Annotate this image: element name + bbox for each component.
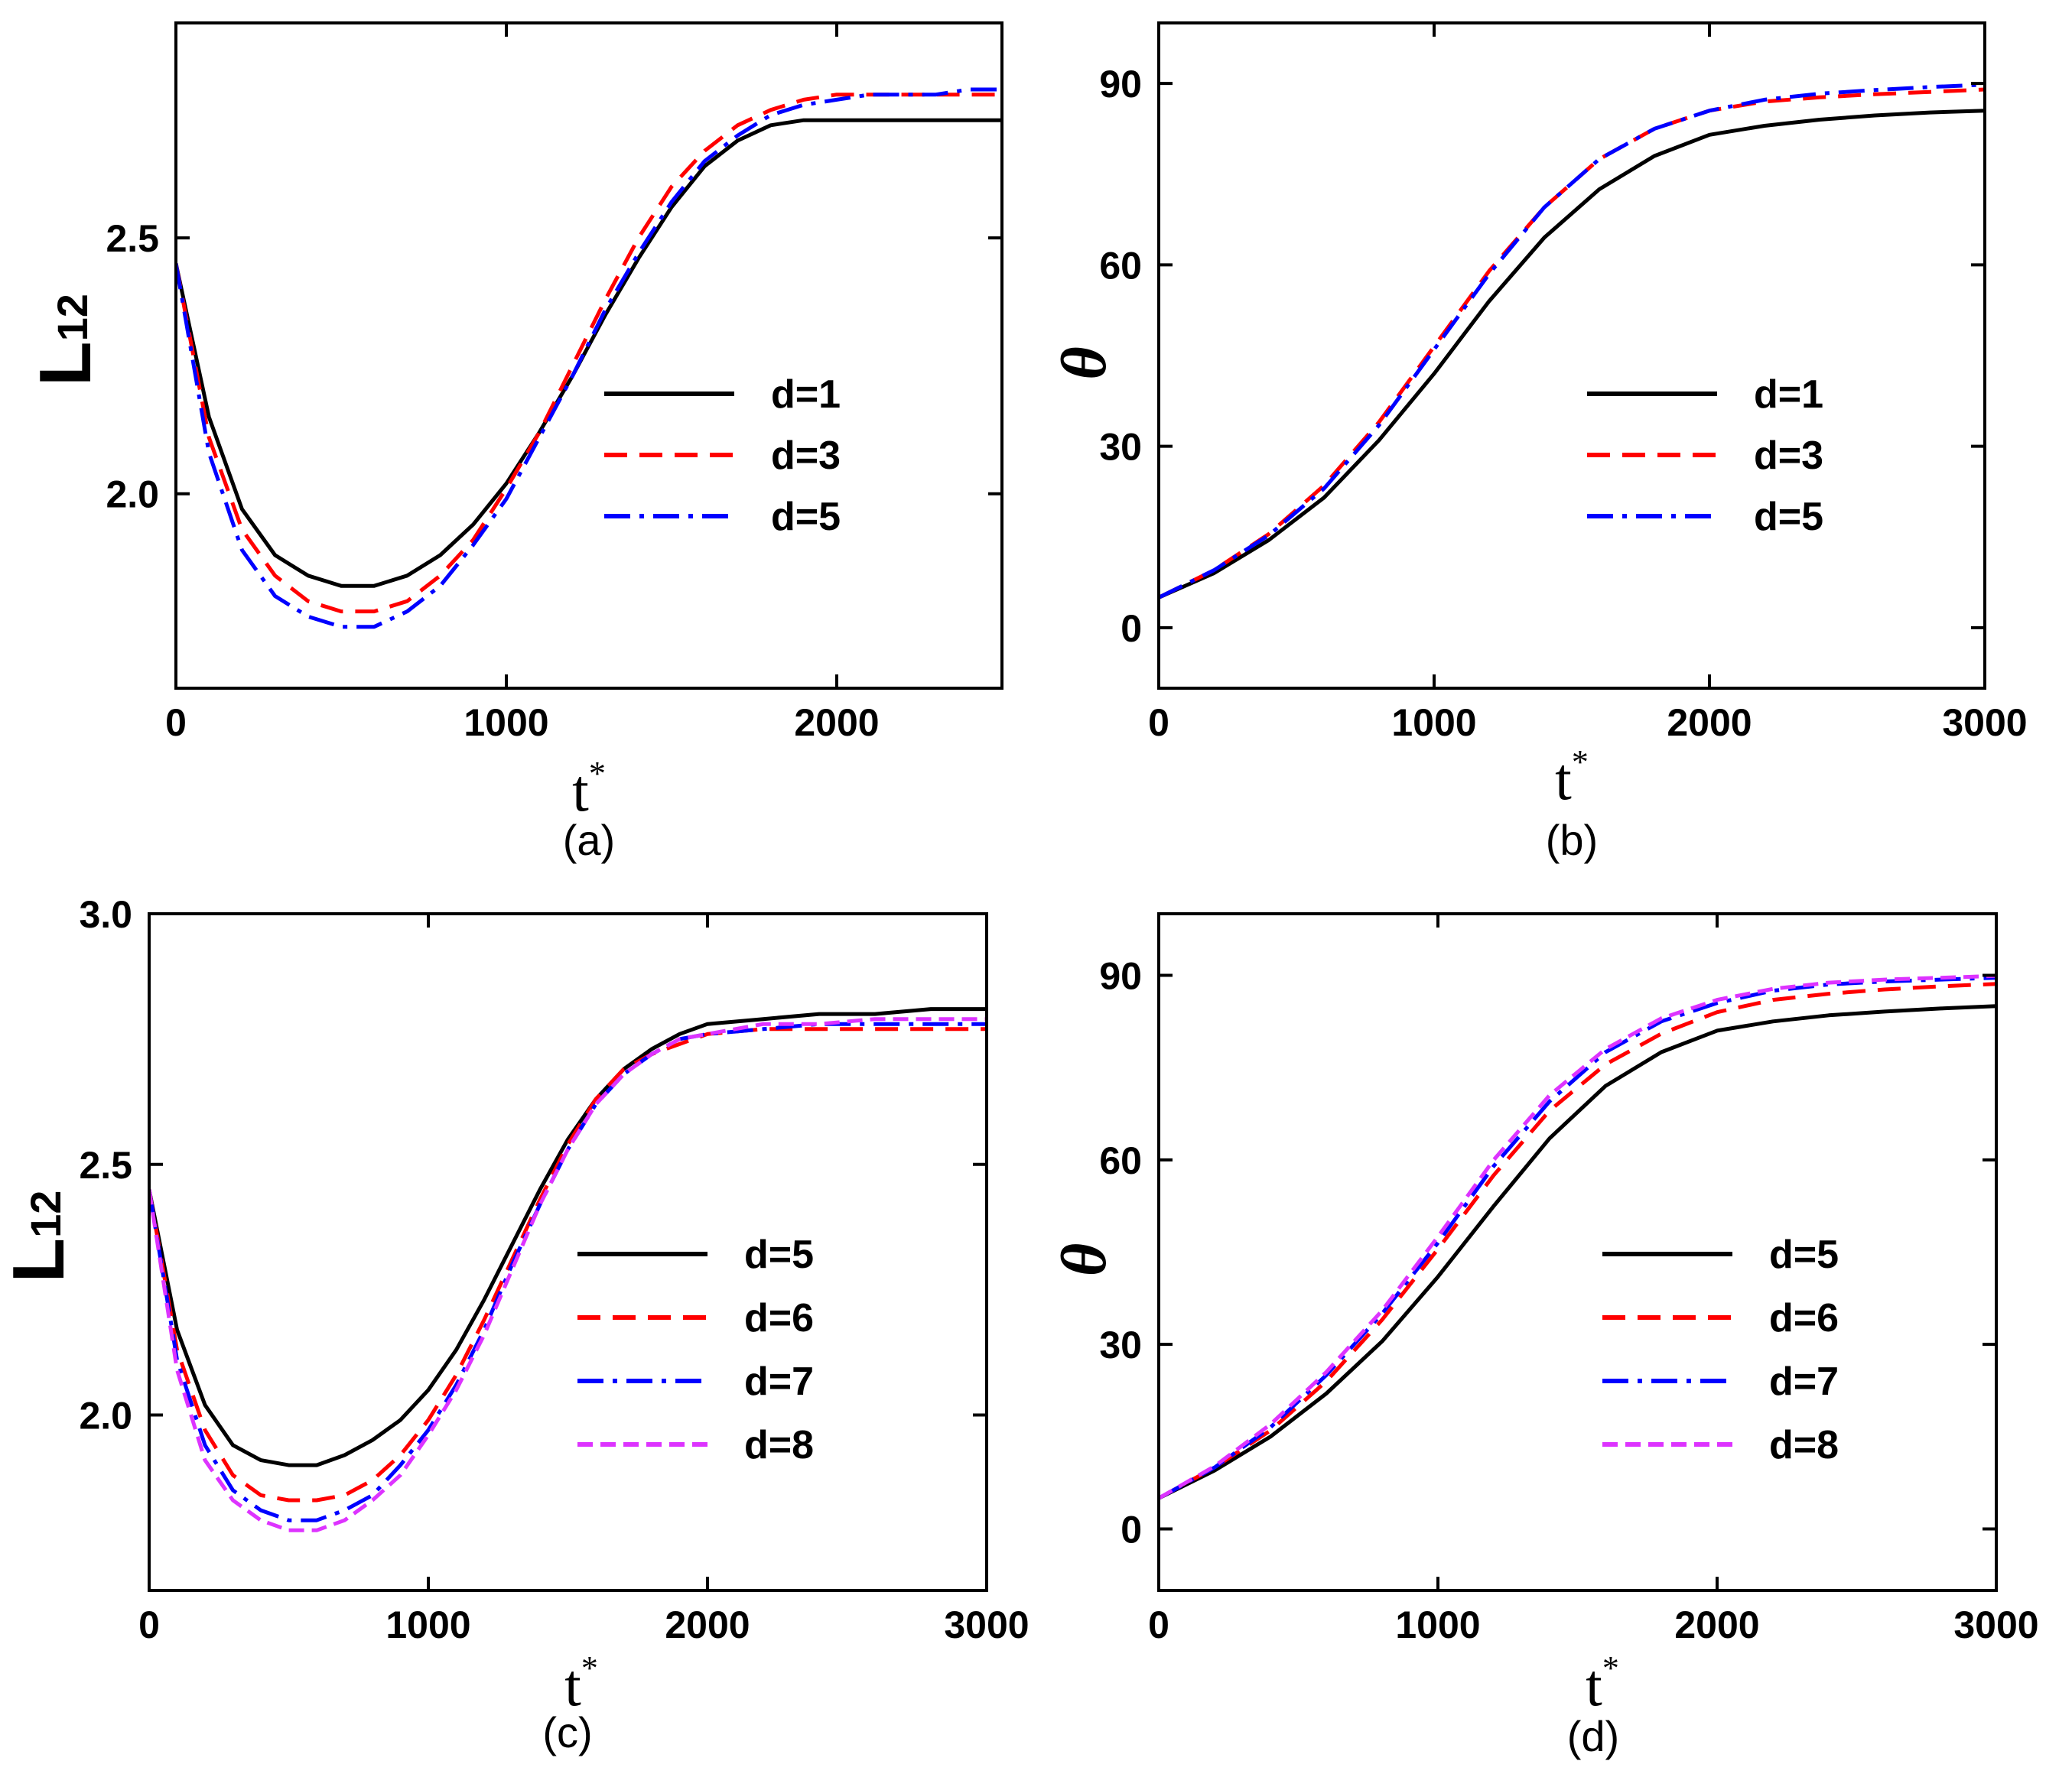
x-axis-label-sup: * <box>589 755 606 792</box>
series-line-d6 <box>1159 982 1996 1500</box>
x-tick-label: 2000 <box>665 1603 750 1646</box>
x-axis-label: t* <box>564 1649 598 1718</box>
legend-label-d5: d=5 <box>771 495 841 539</box>
y-tick-label: 30 <box>1099 1324 1142 1366</box>
x-tick-label: 2000 <box>1674 1603 1759 1646</box>
legend-label-d3: d=3 <box>771 434 841 478</box>
y-axis-label: L12 <box>24 294 106 386</box>
y-tick-label: 90 <box>1099 954 1142 997</box>
legend-label-d1: d=1 <box>1754 372 1823 417</box>
series-group <box>1159 83 1985 599</box>
y-tick-label: 2.0 <box>79 1395 132 1438</box>
x-tick-label: 2000 <box>1667 701 1752 744</box>
legend-label-d5: d=5 <box>1754 495 1823 539</box>
y-tick-label: 90 <box>1099 63 1142 106</box>
y-axis-label-main: L <box>0 1238 80 1283</box>
legend-label-d3: d=3 <box>1754 434 1823 478</box>
axis-frame <box>174 21 1003 690</box>
x-axis-label-main: t <box>564 1652 581 1718</box>
axis-frame <box>1157 912 1998 1592</box>
chart-panel-d: 0 1000 2000 3000 0 30 60 90 t* θ d=5 d=6 d=7 d=8 (d) <box>1049 912 2039 1760</box>
x-tick-label: 3000 <box>1953 1603 2038 1646</box>
y-axis-label: θ <box>1049 1243 1120 1277</box>
series-line-d8 <box>149 1017 987 1532</box>
axis-frame <box>1157 21 1986 690</box>
y-tick-label: 0 <box>1121 607 1142 650</box>
y-axis-label: θ <box>1049 346 1120 380</box>
x-axis-label-main: t <box>572 757 589 824</box>
x-axis-label: t* <box>1586 1649 1619 1718</box>
series-line-d6 <box>149 1027 987 1503</box>
chart-panel-b: 0 1000 2000 3000 0 30 60 90 t* θ d=1 d=3 d=5 (b) <box>1049 21 2028 864</box>
x-axis-label-main: t <box>1555 746 1572 812</box>
series-group <box>149 1007 987 1532</box>
legend-label-d5: d=5 <box>1769 1233 1839 1277</box>
series-line-d5 <box>176 87 1002 629</box>
x-tick-label: 2000 <box>794 701 879 744</box>
x-axis-label-sup: * <box>581 1649 598 1687</box>
y-tick-label: 60 <box>1099 1139 1142 1182</box>
y-tick-label: 0 <box>1121 1509 1142 1551</box>
series-line-d1 <box>176 118 1002 588</box>
series-line-d7 <box>149 1022 987 1522</box>
x-tick-label: 0 <box>138 1603 160 1646</box>
legend-label-d8: d=8 <box>1769 1423 1839 1467</box>
panel-label: (c) <box>542 1708 592 1756</box>
chart-panel-c: 0 1000 2000 3000 2.0 2.5 3.0 t* L12 d=5 d=6 d=7 d=8 (… <box>0 893 1029 1756</box>
x-tick-label: 1000 <box>1395 1603 1480 1646</box>
x-axis-label-main: t <box>1586 1652 1602 1718</box>
y-tick-label: 3.0 <box>79 893 132 936</box>
series-group <box>1159 973 1996 1500</box>
series-line-d5 <box>149 1007 987 1467</box>
y-axis-label-sub: 12 <box>21 1191 70 1238</box>
legend-label-d7: d=7 <box>1769 1360 1839 1404</box>
series-line-d3 <box>176 93 1002 614</box>
axis-frame <box>148 912 988 1592</box>
series-group <box>176 87 1002 629</box>
x-axis-label-sup: * <box>1602 1649 1619 1687</box>
panel-label: (d) <box>1567 1712 1619 1760</box>
x-tick-label: 0 <box>1148 701 1169 744</box>
y-tick-label: 2.5 <box>106 217 159 260</box>
x-tick-label: 0 <box>165 701 187 744</box>
legend-label-d6: d=6 <box>744 1296 814 1340</box>
x-tick-label: 1000 <box>1391 701 1476 744</box>
legend-label-d1: d=1 <box>771 372 841 417</box>
x-axis-label-sup: * <box>1572 743 1589 781</box>
panel-label: (b) <box>1546 816 1598 864</box>
legend-label-d7: d=7 <box>744 1360 814 1404</box>
series-line-d1 <box>1159 109 1985 599</box>
x-tick-label: 1000 <box>385 1603 470 1646</box>
y-tick-label: 60 <box>1099 244 1142 287</box>
legend-label-d5: d=5 <box>744 1233 814 1277</box>
chart-panel-a: 0 1000 2000 2.0 2.5 t* L12 d=1 d=3 d=5 (a) <box>24 21 1003 864</box>
series-line-d3 <box>1159 87 1985 599</box>
x-axis-label: t* <box>572 755 606 824</box>
legend-label-d6: d=6 <box>1769 1296 1839 1340</box>
panel-label: (a) <box>563 816 615 864</box>
x-tick-label: 0 <box>1148 1603 1169 1646</box>
y-tick-label: 2.0 <box>106 473 159 516</box>
x-axis-label: t* <box>1555 743 1589 812</box>
legend-label-d8: d=8 <box>744 1423 814 1467</box>
y-axis-label: L12 <box>0 1191 80 1283</box>
y-tick-label: 2.5 <box>79 1144 132 1187</box>
y-tick-label: 30 <box>1099 426 1142 469</box>
series-line-d5 <box>1159 1004 1996 1500</box>
x-tick-label: 1000 <box>464 701 548 744</box>
x-tick-label: 3000 <box>1942 701 2027 744</box>
y-axis-label-main: L <box>24 341 106 386</box>
y-axis-label-sub: 12 <box>48 294 96 341</box>
series-line-d5 <box>1159 83 1985 599</box>
x-tick-label: 3000 <box>944 1603 1029 1646</box>
series-line-d8 <box>1159 973 1996 1500</box>
